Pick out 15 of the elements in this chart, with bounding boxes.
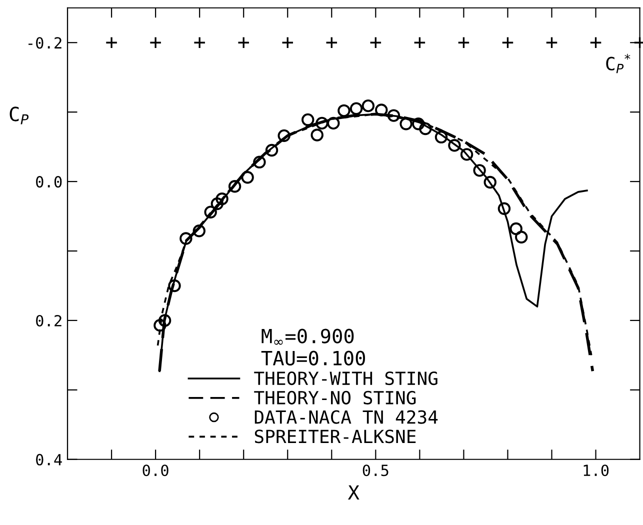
- y-tick-label: 0.0: [36, 176, 62, 188]
- legend-label: SPREITER-ALKSNE: [254, 430, 416, 444]
- x-tick-label: 0.5: [362, 464, 388, 476]
- y-axis-title: C$_{P}$: [10, 106, 29, 124]
- legend-label: THEORY-WITH STING: [254, 371, 438, 386]
- y-tick-label: 0.2: [36, 314, 62, 327]
- legend-label: THEORY-NO STING: [254, 390, 416, 404]
- x-axis-title: X: [348, 485, 360, 500]
- x-tick-label: 0.0: [142, 464, 168, 476]
- legend-label: DATA-NACA TN 4234: [254, 410, 438, 424]
- y-tick-label: 0.4: [36, 454, 62, 466]
- annotation: C$_{P}$$^{*}$: [606, 54, 630, 74]
- legend-title: M$_{∞}$=0.900 TAU=0.100: [261, 328, 366, 366]
- x-tick-label: 1.0: [584, 464, 609, 476]
- y-tick-label: -0.2: [28, 37, 62, 49]
